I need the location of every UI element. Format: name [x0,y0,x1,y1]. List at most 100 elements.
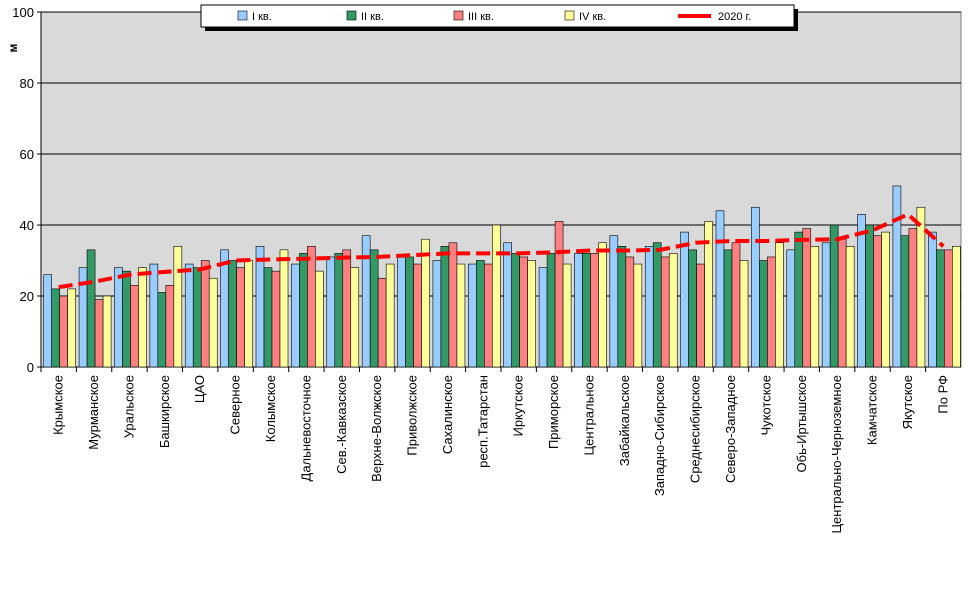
legend-box [200,4,795,28]
x-category-label: Верхне-Волжское [369,375,384,482]
bar [326,256,336,368]
bar [562,263,572,368]
bar [952,246,961,368]
bar [759,260,768,368]
bar [369,249,379,368]
bar [892,185,902,368]
bar [810,246,820,368]
y-tick-label: 100 [12,5,34,20]
bar [767,256,776,368]
series-line-2020 [58,211,945,290]
bar [200,260,210,368]
bar [644,246,654,368]
bar [944,249,953,368]
x-category-label: Забайкальское [617,375,632,466]
bar [609,235,619,368]
bar [625,256,635,368]
bar [680,231,689,368]
bar [936,249,945,368]
bar [731,242,741,368]
bar [236,267,245,368]
x-category-label: Мурманское [86,375,101,450]
bar [503,242,512,368]
bar [244,260,253,368]
bar [775,242,784,368]
legend-label: 2020 г. [718,11,751,23]
bar [413,263,422,368]
bar [511,253,520,368]
y-tick-label: 80 [20,76,34,91]
bar [350,267,360,368]
bar [916,206,926,368]
bar [263,267,273,368]
x-category-label: Башкирское [157,375,172,448]
bar [307,246,316,368]
bar [342,249,352,368]
bar [114,267,123,368]
bar [546,253,556,368]
x-category-label: Центральное [581,375,596,455]
legend-label: IV кв. [579,11,606,23]
bar [837,238,847,368]
bar [192,267,202,368]
legend-swatch [564,10,575,21]
bar [928,231,937,368]
bar [448,242,458,368]
bar [794,231,804,368]
bar [385,263,395,368]
x-category-label: Крымское [51,375,66,435]
bar [67,288,76,368]
bar [857,214,866,368]
bar [519,256,528,368]
bar [704,221,713,368]
bar [652,242,662,368]
x-category-label: Колымское [263,375,278,442]
bar [668,253,678,368]
bar [86,249,96,368]
bar [590,253,599,368]
bar [271,270,281,368]
bar [598,242,607,368]
y-tick-label: 60 [20,147,34,162]
bar [873,235,882,368]
y-tick-label: 20 [20,289,34,304]
legend-label: III кв. [468,11,494,23]
x-category-label: Приволжское [405,375,420,456]
legend-swatch [237,10,248,21]
bar [102,295,112,368]
bar [421,238,430,368]
x-category-label: Сев.-Кавказское [334,375,349,474]
x-category-label: Камчатское [865,375,880,445]
bar [43,274,52,368]
bar [122,270,131,368]
bar [908,228,918,368]
x-category-label: Северо-Западное [723,375,738,483]
legend: I кв. II кв. III кв. IV кв. 2020 г. [200,4,798,31]
x-category-label: Центрально-Черноземное [829,375,844,534]
x-category-label: Сахалинское [440,375,455,454]
bar [492,224,501,368]
bar [723,249,733,368]
x-category-label: Дальневосточное [298,375,313,481]
x-category-label: Приморское [546,375,561,449]
bar [617,246,627,368]
x-category-label: Северное [228,375,243,434]
bar [538,267,548,368]
bar [291,263,300,368]
x-category-label: Западно-Сибирское [652,375,667,496]
bar [255,246,265,368]
x-category-label: Уральское [121,375,136,438]
bar [845,246,855,368]
bar [165,285,175,368]
bar [208,277,218,368]
bar [660,256,670,368]
bar [739,260,749,368]
bar [315,270,324,368]
bar [786,249,796,368]
bar [157,292,167,368]
bar [228,260,237,368]
bar [696,263,705,368]
y-tick-label: 0 [27,360,34,375]
bar [633,263,643,368]
